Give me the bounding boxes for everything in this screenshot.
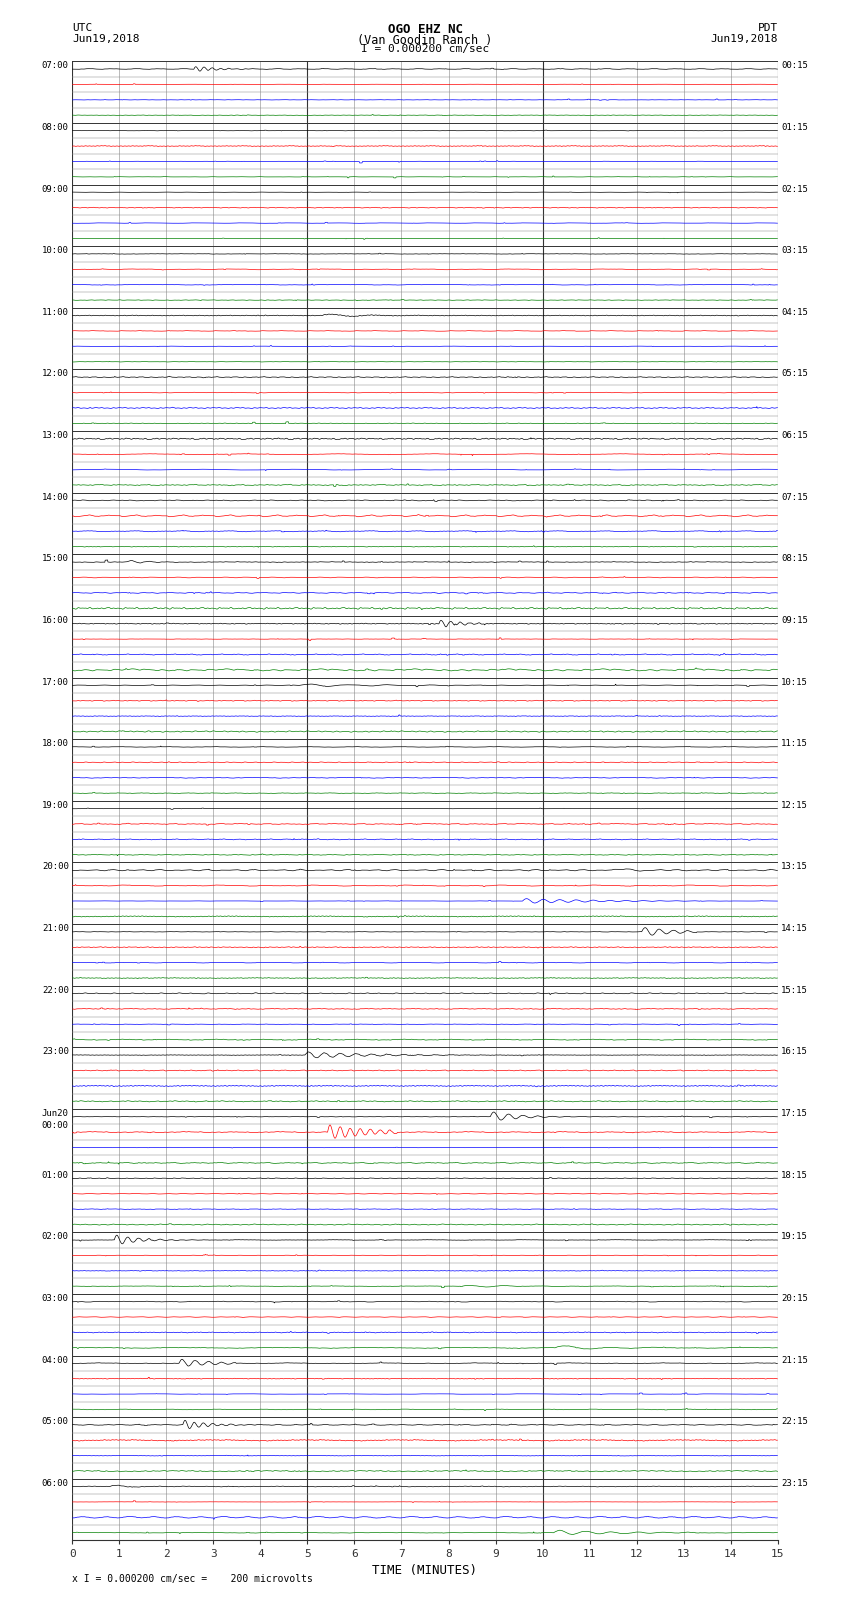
Text: 16:00: 16:00	[42, 616, 69, 624]
Text: 03:15: 03:15	[781, 247, 808, 255]
Text: 08:15: 08:15	[781, 555, 808, 563]
Text: 15:00: 15:00	[42, 555, 69, 563]
Text: Jun19,2018: Jun19,2018	[711, 34, 778, 44]
Text: 08:00: 08:00	[42, 123, 69, 132]
X-axis label: TIME (MINUTES): TIME (MINUTES)	[372, 1563, 478, 1576]
Text: 21:00: 21:00	[42, 924, 69, 932]
Text: 00:15: 00:15	[781, 61, 808, 71]
Text: PDT: PDT	[757, 24, 778, 34]
Text: 09:00: 09:00	[42, 184, 69, 194]
Text: 20:15: 20:15	[781, 1294, 808, 1303]
Text: Jun20: Jun20	[42, 1110, 69, 1118]
Text: 22:00: 22:00	[42, 986, 69, 995]
Text: 05:00: 05:00	[42, 1418, 69, 1426]
Text: 13:00: 13:00	[42, 431, 69, 440]
Text: 11:00: 11:00	[42, 308, 69, 316]
Text: 00:00: 00:00	[42, 1121, 69, 1129]
Text: 21:15: 21:15	[781, 1355, 808, 1365]
Text: 05:15: 05:15	[781, 369, 808, 379]
Text: 23:00: 23:00	[42, 1047, 69, 1057]
Text: 18:00: 18:00	[42, 739, 69, 748]
Text: 19:15: 19:15	[781, 1232, 808, 1242]
Text: 04:15: 04:15	[781, 308, 808, 316]
Text: 10:15: 10:15	[781, 677, 808, 687]
Text: Jun19,2018: Jun19,2018	[72, 34, 139, 44]
Text: 10:00: 10:00	[42, 247, 69, 255]
Text: 07:00: 07:00	[42, 61, 69, 71]
Text: 19:00: 19:00	[42, 802, 69, 810]
Text: UTC: UTC	[72, 24, 93, 34]
Text: 02:15: 02:15	[781, 184, 808, 194]
Text: 13:15: 13:15	[781, 863, 808, 871]
Text: 12:15: 12:15	[781, 802, 808, 810]
Text: 16:15: 16:15	[781, 1047, 808, 1057]
Text: 20:00: 20:00	[42, 863, 69, 871]
Text: 06:00: 06:00	[42, 1479, 69, 1487]
Text: 11:15: 11:15	[781, 739, 808, 748]
Text: OGO EHZ NC: OGO EHZ NC	[388, 24, 462, 37]
Text: 01:15: 01:15	[781, 123, 808, 132]
Text: (Van Goodin Ranch ): (Van Goodin Ranch )	[357, 34, 493, 47]
Text: 18:15: 18:15	[781, 1171, 808, 1179]
Text: 07:15: 07:15	[781, 492, 808, 502]
Text: 03:00: 03:00	[42, 1294, 69, 1303]
Text: 23:15: 23:15	[781, 1479, 808, 1487]
Text: 17:00: 17:00	[42, 677, 69, 687]
Text: 04:00: 04:00	[42, 1355, 69, 1365]
Text: 06:15: 06:15	[781, 431, 808, 440]
Text: I = 0.000200 cm/sec: I = 0.000200 cm/sec	[361, 44, 489, 53]
Text: 15:15: 15:15	[781, 986, 808, 995]
Text: 02:00: 02:00	[42, 1232, 69, 1242]
Text: 12:00: 12:00	[42, 369, 69, 379]
Text: 22:15: 22:15	[781, 1418, 808, 1426]
Text: 14:00: 14:00	[42, 492, 69, 502]
Text: 01:00: 01:00	[42, 1171, 69, 1179]
Text: 17:15: 17:15	[781, 1110, 808, 1118]
Text: 14:15: 14:15	[781, 924, 808, 932]
Text: 09:15: 09:15	[781, 616, 808, 624]
Text: x I = 0.000200 cm/sec =    200 microvolts: x I = 0.000200 cm/sec = 200 microvolts	[72, 1574, 313, 1584]
